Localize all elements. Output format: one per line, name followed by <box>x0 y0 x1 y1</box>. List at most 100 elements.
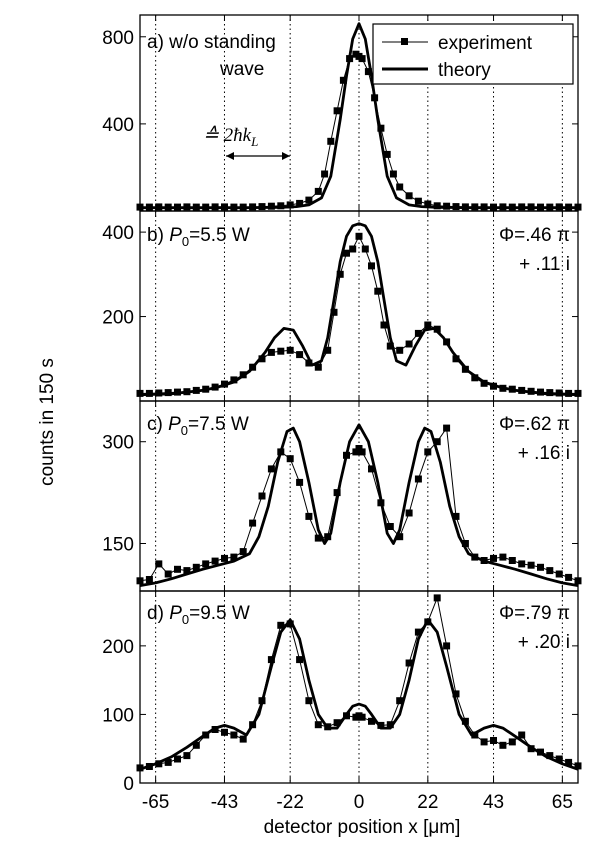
experiment-data-point <box>396 346 404 354</box>
experiment-data-point <box>296 656 304 664</box>
panel-c-phase-line2: + .16 i <box>518 443 570 464</box>
x-tick-label: 22 <box>417 792 438 813</box>
experiment-data-point <box>239 548 247 556</box>
experiment-data-point <box>396 697 404 705</box>
experiment-data-point <box>296 351 304 359</box>
experiment-data-point <box>305 697 313 705</box>
panel-a: 400 800 <box>102 14 582 212</box>
panel-d-phase-line2: + .20 i <box>518 632 570 653</box>
experiment-data-point <box>296 478 304 486</box>
experiment-data-point <box>314 187 322 195</box>
experiment-data-point <box>443 424 451 432</box>
experiment-data-point <box>424 200 432 208</box>
experiment-data-point <box>258 492 266 500</box>
experiment-data-point <box>377 721 385 729</box>
y-tick-label: 150 <box>102 535 134 556</box>
experiment-data-point <box>286 346 294 354</box>
experiment-data-point <box>183 752 191 760</box>
experiment-data-point <box>386 523 394 530</box>
experiment-data-point <box>314 363 322 371</box>
x-axis-label: detector position x [μm] <box>264 817 461 838</box>
x-tick-label: -22 <box>276 792 303 813</box>
experiment-data-point <box>136 577 144 585</box>
legend: experiment theory <box>372 23 574 85</box>
experiment-data-point <box>192 563 200 571</box>
experiment-data-point <box>396 183 404 191</box>
experiment-data-point <box>305 359 313 367</box>
experiment-data-point <box>174 565 181 573</box>
panel-c-label: c) P0=7.5 W <box>147 414 249 438</box>
spacing-arrow-right-head <box>282 152 290 160</box>
experiment-data-point <box>368 465 375 473</box>
experiment-data-point <box>183 567 191 575</box>
experiment-data-point <box>277 202 285 210</box>
experiment-data-point <box>296 199 304 207</box>
experiment-data-point <box>202 560 210 568</box>
experiment-data-point <box>358 55 366 63</box>
experiment-data-point <box>546 752 554 760</box>
experiment-data-point <box>336 270 344 278</box>
experiment-data-point <box>174 755 181 763</box>
experiment-data-point <box>452 355 460 363</box>
panel-a-title-line2: wave <box>219 59 264 80</box>
y-tick-label: 300 <box>102 433 134 454</box>
experiment-data-point <box>565 573 573 581</box>
experiment-data-point <box>414 329 422 337</box>
experiment-data-point <box>230 553 238 561</box>
legend-experiment-label: experiment <box>438 33 533 54</box>
experiment-data-point <box>374 287 382 295</box>
experiment-data-point <box>221 554 228 562</box>
experiment-data-point <box>471 374 479 382</box>
experiment-data-point <box>471 731 479 739</box>
experiment-data-point <box>164 758 172 766</box>
experiment-data-point <box>383 150 391 158</box>
experiment-data-point <box>333 107 341 115</box>
experiment-data-point <box>155 560 163 568</box>
spacing-annotation-main: ≙ 2ħk <box>203 125 252 146</box>
experiment-data-point <box>314 721 322 729</box>
experiment-data-point <box>164 570 172 578</box>
experiment-data-point <box>230 376 238 384</box>
panel-b-phase-line1: Φ=.46 π <box>499 225 570 246</box>
experiment-data-point <box>211 557 219 565</box>
y-tick-label: 100 <box>102 705 134 726</box>
experiment-data-point <box>249 519 257 527</box>
panel-d: 0 100 200 <box>102 590 582 795</box>
panel-c-phase-line1: Φ=.62 π <box>499 414 570 435</box>
theory-series-line <box>140 22 578 210</box>
legend-theory-label: theory <box>438 60 491 81</box>
y-tick-label: 400 <box>102 223 134 244</box>
panel-d-phase-line1: Φ=.79 π <box>499 603 570 624</box>
experiment-data-point <box>555 755 563 763</box>
experiment-data-point <box>364 68 372 76</box>
experiment-data-point <box>508 557 516 564</box>
experiment-data-point <box>452 512 460 520</box>
experiment-data-point <box>355 232 363 240</box>
experiment-data-point <box>433 594 441 602</box>
theory-series-line <box>139 618 579 771</box>
panel-d-label: d) P0=9.5 W <box>147 603 250 627</box>
experiment-data-point <box>405 509 413 517</box>
legend-experiment-marker <box>401 38 408 45</box>
experiment-data-point <box>258 355 266 363</box>
experiment-data-point <box>368 717 375 725</box>
y-tick-label: 800 <box>102 28 134 49</box>
experiment-data-point <box>414 475 422 483</box>
experiment-data-point <box>574 762 582 770</box>
experiment-data-point <box>314 534 322 542</box>
experiment-data-point <box>145 576 153 583</box>
experiment-data-point <box>565 758 573 766</box>
experiment-data-point <box>305 196 313 204</box>
experiment-data-point <box>424 321 432 329</box>
experiment-data-point <box>358 713 366 721</box>
experiment-data-point <box>230 731 238 739</box>
experiment-data-point <box>527 561 535 569</box>
x-tick-label: 43 <box>483 792 504 813</box>
experiment-data-point <box>267 465 275 473</box>
experiment-data-point <box>386 342 394 350</box>
experiment-data-point <box>377 124 385 132</box>
experiment-data-point <box>518 731 526 739</box>
experiment-data-point <box>324 346 332 354</box>
experiment-data-point <box>361 245 369 253</box>
experiment-data-point <box>192 741 200 749</box>
